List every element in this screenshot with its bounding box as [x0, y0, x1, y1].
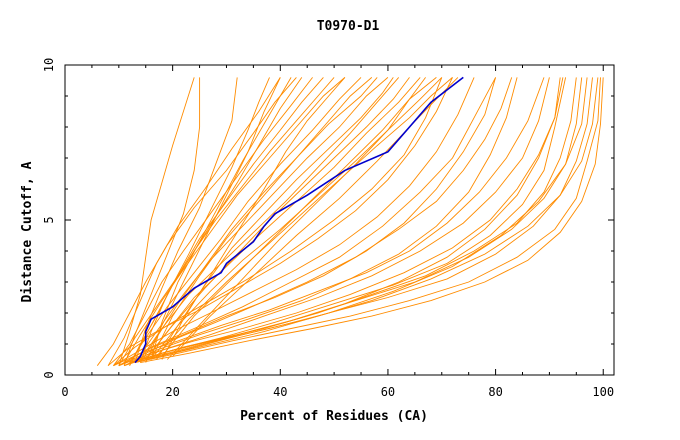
series-line-42 [124, 77, 550, 367]
series-line-38 [107, 77, 453, 367]
series-line-7 [134, 77, 389, 363]
series-line-28 [113, 77, 545, 367]
x-tick-label: 80 [488, 385, 502, 399]
series-line-44 [113, 77, 443, 367]
series-line-31 [129, 77, 593, 364]
series-line-20 [172, 77, 459, 357]
series-line-18 [161, 77, 437, 357]
series-line-26 [161, 77, 346, 360]
x-tick-label: 20 [165, 385, 179, 399]
series-line-19 [166, 77, 443, 360]
series-line-17 [150, 77, 373, 360]
series-line-6 [129, 77, 362, 363]
series-line-4 [118, 77, 324, 366]
series-line-40 [134, 77, 599, 364]
series-line-22 [129, 77, 303, 366]
series-line-21 [139, 77, 270, 363]
series-line-5 [123, 77, 346, 363]
series-line-23 [145, 77, 421, 360]
x-axis-label: Percent of Residues (CA) [240, 409, 428, 424]
series-line-37 [113, 77, 475, 367]
series-line-36 [118, 77, 497, 367]
series-line-15 [134, 77, 238, 363]
y-axis-label: Distance Cutoff, A [20, 161, 35, 302]
series-line-46 [118, 77, 513, 367]
series-layer [96, 76, 604, 367]
series-line-33 [140, 77, 604, 364]
series-line-34 [129, 77, 564, 364]
y-tick-label: 10 [42, 58, 56, 72]
x-tick-label: 0 [61, 385, 68, 399]
series-line-35 [124, 77, 518, 367]
chart-title: T0970-D1 [317, 19, 380, 34]
series-line-39 [118, 77, 496, 367]
series-line-2 [107, 77, 281, 366]
series-line-43 [129, 77, 567, 364]
y-tick-label: 0 [42, 371, 56, 378]
series-line-14 [123, 77, 201, 366]
series-line-11 [156, 77, 453, 357]
series-line-1 [96, 77, 297, 366]
series-line-27 [150, 77, 292, 360]
series-line-25 [156, 77, 394, 360]
series-line-45 [140, 77, 583, 360]
series-line-13 [140, 77, 378, 363]
series-line-32 [134, 77, 601, 364]
x-tick-label: 100 [592, 385, 614, 399]
y-tick-label: 5 [42, 216, 56, 223]
x-tick-label: 40 [273, 385, 287, 399]
axes-layer: 0 20 40 60 80 100 0 5 10 [42, 58, 615, 399]
series-line-9 [145, 77, 410, 360]
series-line-29 [118, 77, 561, 367]
x-tick-label: 60 [381, 385, 395, 399]
highlighted-series-line [134, 76, 464, 364]
series-line-24 [118, 77, 195, 366]
series-line-41 [145, 77, 588, 360]
